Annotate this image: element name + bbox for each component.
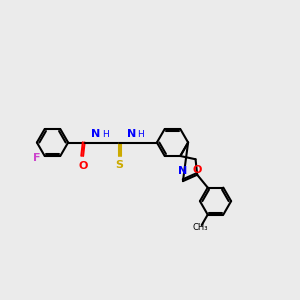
Text: CH₃: CH₃ — [193, 223, 208, 232]
Text: N: N — [91, 129, 101, 139]
Text: N: N — [178, 166, 188, 176]
Text: F: F — [33, 152, 41, 163]
Text: S: S — [115, 160, 123, 170]
Text: H: H — [102, 130, 109, 139]
Text: N: N — [127, 129, 136, 139]
Text: O: O — [192, 165, 202, 175]
Text: O: O — [78, 160, 88, 170]
Text: H: H — [137, 130, 144, 139]
